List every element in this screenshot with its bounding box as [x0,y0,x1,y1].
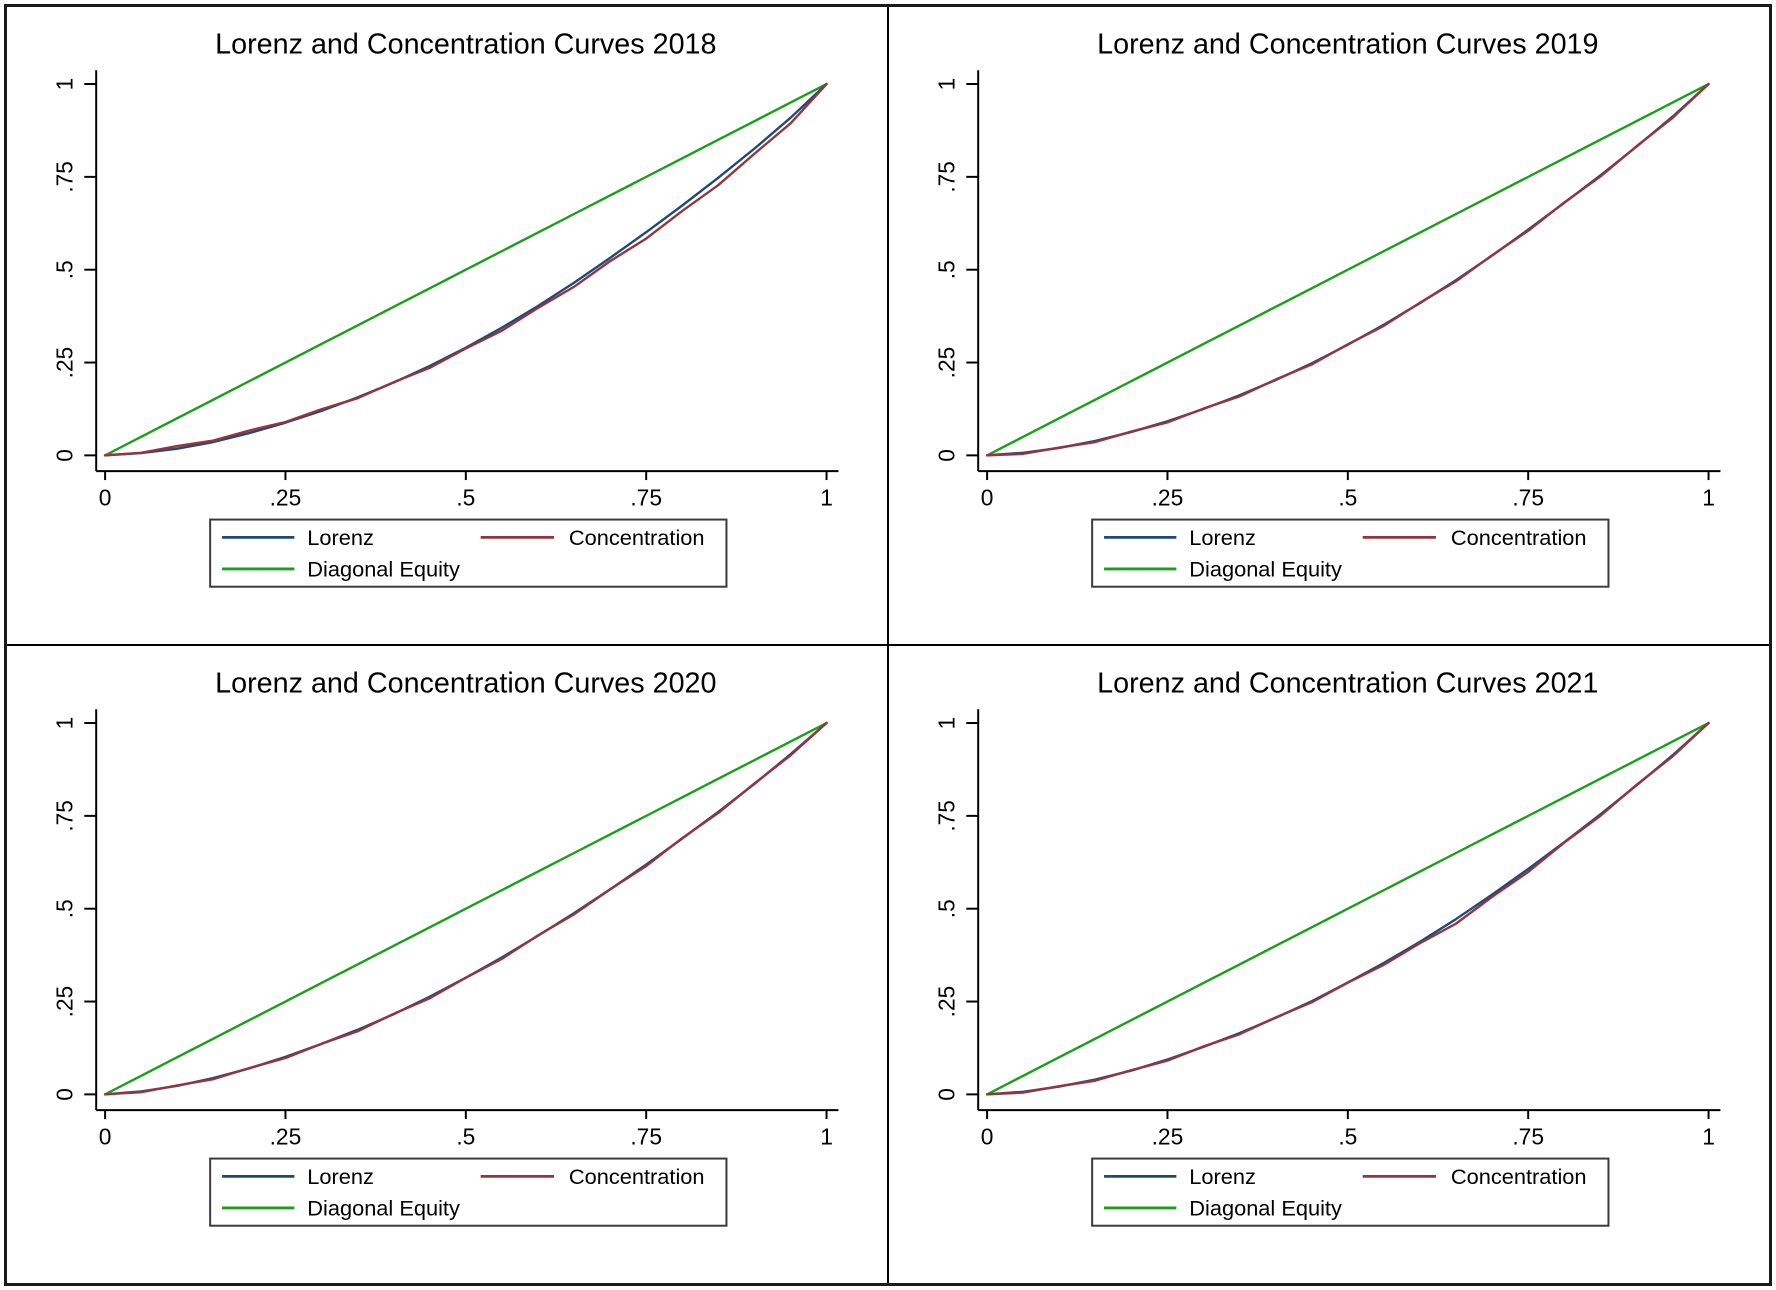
legend: Lorenz Concentration Diagonal Equity [209,1157,728,1227]
legend-box [209,1157,728,1227]
series-group [103,721,828,1096]
y-tick-label: .75 [51,161,77,193]
y-tick-label: .5 [51,899,77,918]
x-axis: 0 .25 .5 .75 1 [96,1109,839,1150]
x-tick-label: .25 [1152,485,1184,511]
y-tick-label: 1 [933,78,959,91]
concentration-legend-label: Concentration [569,525,705,550]
chart-title: Lorenz and Concentration Curves 2021 [1097,667,1598,699]
x-tick-label: .5 [1338,1124,1357,1150]
concentration-legend-label: Concentration [569,1164,705,1189]
x-tick-label: 0 [99,1124,112,1150]
diagonal-equity-legend-label: Diagonal Equity [1189,556,1342,581]
legend: Lorenz Concentration Diagonal Equity [209,518,728,588]
chart-panel-2: Lorenz and Concentration Curves 2019 1 .… [889,7,1769,644]
diagonal-equity-line [985,721,1710,1096]
chart-title: Lorenz and Concentration Curves 2020 [215,667,716,699]
x-tick-label: .5 [456,485,475,511]
concentration-curve [985,721,1710,1096]
y-axis: 1 .75 .5 .25 0 [933,709,980,1111]
lorenz-legend-label: Lorenz [307,1164,374,1189]
chart-panel-1: Lorenz and Concentration Curves 2018 1 .… [7,7,887,644]
y-tick-label: .5 [933,260,959,279]
y-tick-label: .75 [51,800,77,832]
x-tick-label: .75 [1512,1124,1544,1150]
lorenz-legend-label: Lorenz [307,525,374,550]
chart-title: Lorenz and Concentration Curves 2018 [215,28,716,60]
plot-svg: Lorenz and Concentration Curves 2020 1 .… [51,667,839,1227]
y-tick-label: .75 [933,800,959,832]
y-tick-label: 0 [51,1088,77,1101]
concentration-legend-label: Concentration [1451,1164,1587,1189]
x-tick-label: 1 [820,1124,833,1150]
diagonal-equity-legend-label: Diagonal Equity [1189,1195,1342,1220]
y-tick-label: .25 [51,986,77,1018]
x-tick-label: .25 [270,485,302,511]
y-tick-label: 0 [51,449,77,462]
x-tick-label: .25 [1152,1124,1184,1150]
diagonal-equity-legend-label: Diagonal Equity [307,556,460,581]
x-tick-label: 0 [99,485,112,511]
y-tick-label: .5 [933,899,959,918]
plot-svg: Lorenz and Concentration Curves 2018 1 .… [51,28,839,588]
x-tick-label: .5 [456,1124,475,1150]
y-tick-label: .25 [51,347,77,379]
concentration-curve [103,82,828,457]
x-axis: 0 .25 .5 .75 1 [978,1109,1721,1150]
x-tick-label: .5 [1338,485,1357,511]
x-axis: 0 .25 .5 .75 1 [96,470,839,511]
y-axis: 1 .75 .5 .25 0 [51,709,98,1111]
legend-box [1091,518,1610,588]
lorenz-legend-label: Lorenz [1189,1164,1256,1189]
x-tick-label: 1 [820,485,833,511]
x-axis: 0 .25 .5 .75 1 [978,470,1721,511]
lorenz-legend-label: Lorenz [1189,525,1256,550]
legend-box [209,518,728,588]
plot-svg: Lorenz and Concentration Curves 2021 1 .… [933,667,1721,1227]
diagonal-equity-legend-label: Diagonal Equity [307,1195,460,1220]
x-tick-label: 1 [1702,485,1715,511]
y-tick-label: 0 [933,1088,959,1101]
y-tick-label: 1 [51,717,77,730]
chart-panel-4: Lorenz and Concentration Curves 2021 1 .… [889,646,1769,1283]
x-tick-label: 1 [1702,1124,1715,1150]
concentration-legend-label: Concentration [1451,525,1587,550]
plot-svg: Lorenz and Concentration Curves 2019 1 .… [933,28,1721,588]
series-group [985,721,1710,1096]
x-tick-label: .75 [630,1124,662,1150]
legend: Lorenz Concentration Diagonal Equity [1091,518,1610,588]
chart-panel-3: Lorenz and Concentration Curves 2020 1 .… [7,646,887,1283]
figure-frame: Lorenz and Concentration Curves 2018 1 .… [4,4,1772,1286]
x-tick-label: 0 [981,485,994,511]
y-tick-label: 1 [933,717,959,730]
y-tick-label: .75 [933,161,959,193]
legend: Lorenz Concentration Diagonal Equity [1091,1157,1610,1227]
chart-grid: Lorenz and Concentration Curves 2018 1 .… [7,7,1769,1283]
y-tick-label: 0 [933,449,959,462]
concentration-curve [985,82,1710,457]
diagonal-equity-line [985,82,1710,457]
series-group [103,82,828,457]
series-group [985,82,1710,457]
concentration-curve [103,721,828,1096]
y-axis: 1 .75 .5 .25 0 [51,70,98,472]
diagonal-equity-line [103,721,828,1096]
y-tick-label: .25 [933,986,959,1018]
y-tick-label: 1 [51,78,77,91]
x-tick-label: .75 [630,485,662,511]
y-axis: 1 .75 .5 .25 0 [933,70,980,472]
diagonal-equity-line [103,82,828,457]
x-tick-label: 0 [981,1124,994,1150]
legend-box [1091,1157,1610,1227]
y-tick-label: .5 [51,260,77,279]
x-tick-label: .75 [1512,485,1544,511]
chart-title: Lorenz and Concentration Curves 2019 [1097,28,1598,60]
y-tick-label: .25 [933,347,959,379]
x-tick-label: .25 [270,1124,302,1150]
